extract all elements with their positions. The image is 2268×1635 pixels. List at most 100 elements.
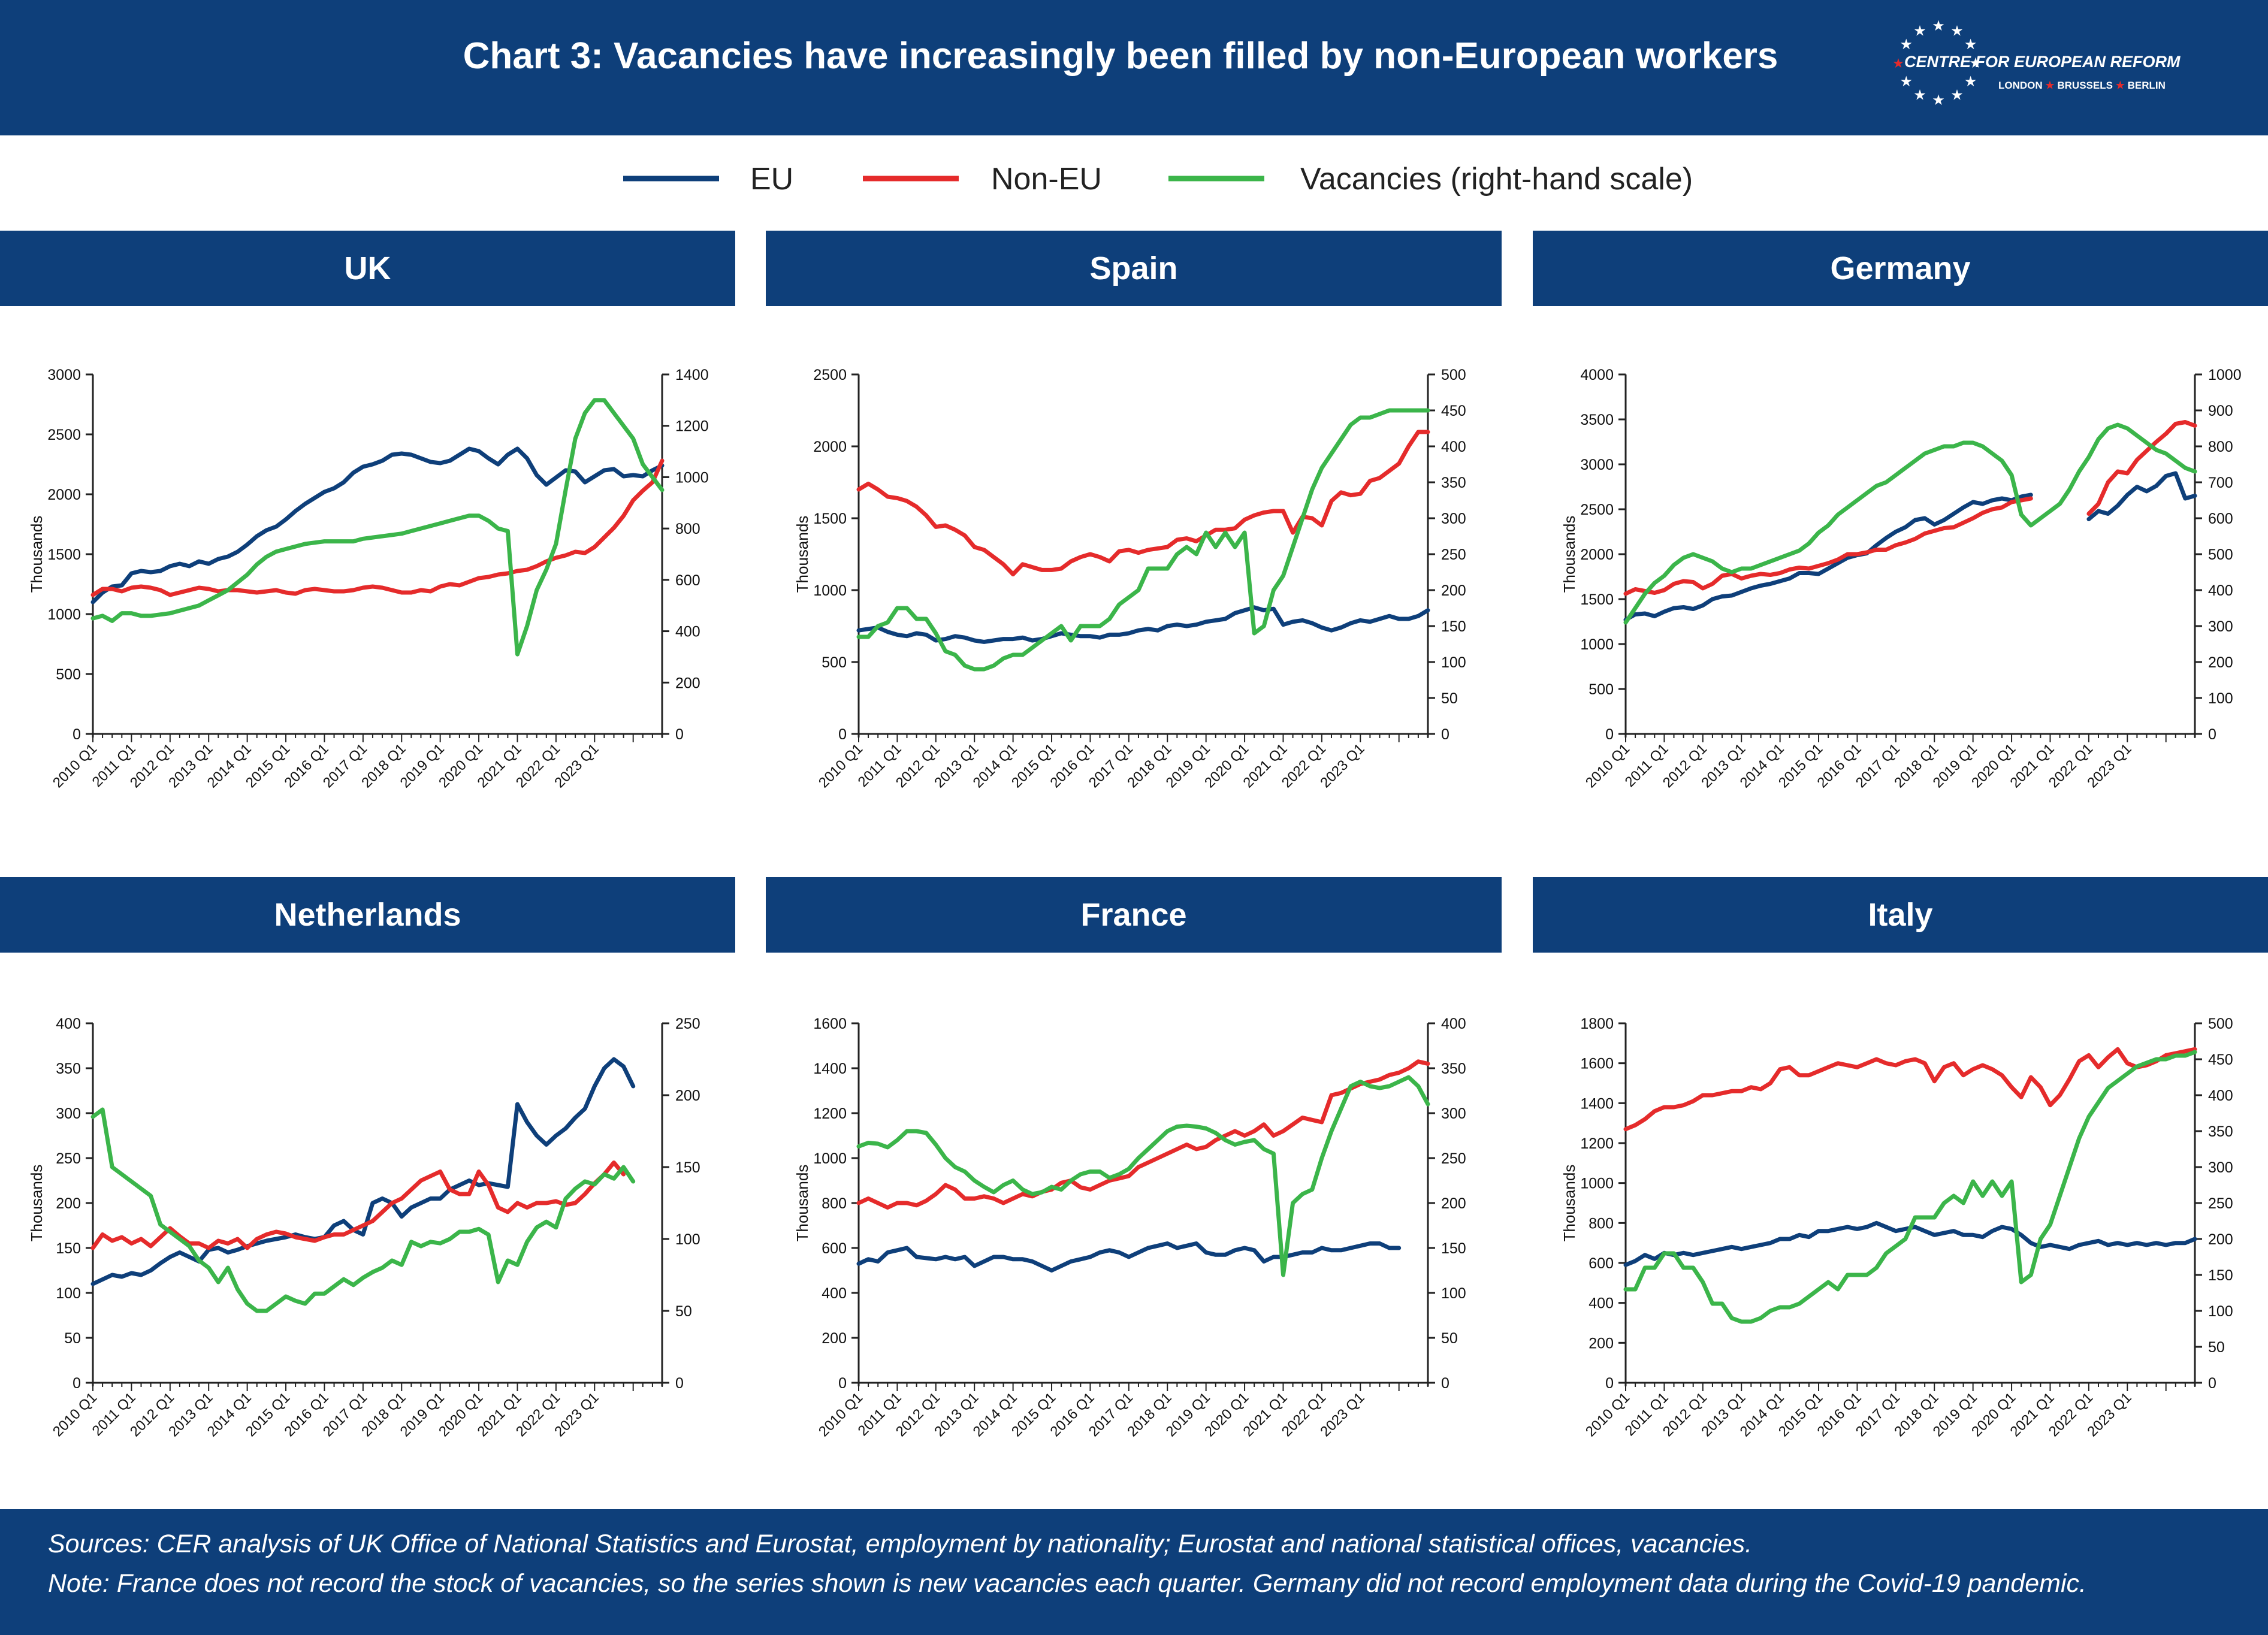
- y-tick-label: 1000: [813, 582, 847, 599]
- logo-star: ★: [1932, 18, 1945, 34]
- y-axis-title: Thousands: [1560, 516, 1578, 593]
- y2-tick-label: 200: [1441, 1195, 1466, 1212]
- y-tick-label: 3500: [1580, 412, 1614, 428]
- legend-item-eu: EU: [623, 162, 793, 197]
- y2-tick-label: 900: [2208, 403, 2233, 419]
- y2-tick-label: 50: [1441, 1330, 1458, 1347]
- panel-title-france: France: [766, 877, 1502, 953]
- series-line-non-eu: [856, 430, 1430, 577]
- logo-star: ★: [1950, 87, 1964, 104]
- y2-tick-label: 500: [1441, 367, 1466, 383]
- y-tick-label: 400: [1588, 1295, 1614, 1312]
- series-line-non-eu: [90, 458, 665, 597]
- x-tick-label: 2010 Q1: [50, 1389, 100, 1440]
- y-tick-label: 2000: [1580, 546, 1614, 563]
- y-tick-label: 2500: [1580, 501, 1614, 518]
- y-tick-label: 1000: [1580, 1175, 1614, 1192]
- footer-sources: Sources: CER analysis of UK Office of Na…: [48, 1530, 1753, 1558]
- y-tick-label: 100: [56, 1285, 81, 1302]
- series-line-vacancies: [1623, 422, 2197, 625]
- legend-label-vacancies: Vacancies (right-hand scale): [1300, 162, 1693, 197]
- footer-bar: Sources: CER analysis of UK Office of Na…: [0, 1509, 2268, 1635]
- y-tick-label: 400: [822, 1285, 847, 1302]
- logo-city-london: LONDON: [1998, 80, 2043, 91]
- y-tick-label: 0: [838, 1375, 847, 1392]
- logo-star: ★: [1932, 92, 1945, 108]
- y2-tick-label: 800: [2208, 439, 2233, 455]
- y-tick-label: 1200: [1580, 1135, 1614, 1152]
- series-line-vacancies: [90, 1107, 636, 1313]
- y-tick-label: 0: [73, 1375, 81, 1392]
- series-line-eu: [90, 1057, 636, 1286]
- logo-star: ★: [1913, 87, 1926, 104]
- y2-tick-label: 0: [2208, 1375, 2216, 1392]
- legend-item-vacancies: Vacancies (right-hand scale): [1168, 162, 1693, 197]
- y2-tick-label: 50: [2208, 1339, 2225, 1356]
- y-tick-label: 350: [56, 1060, 81, 1077]
- y-tick-label: 500: [1588, 681, 1614, 698]
- logo-star: ★: [1950, 23, 1964, 39]
- logo-star: ★: [1913, 23, 1926, 39]
- series-line-eu: [856, 605, 1430, 644]
- series-line-vacancies: [856, 408, 1430, 672]
- x-tick-label: 2010 Q1: [1583, 1389, 1633, 1440]
- y2-tick-label: 0: [1441, 1375, 1449, 1392]
- series-line-vacancies: [1623, 1050, 2197, 1324]
- y-tick-label: 200: [822, 1330, 847, 1347]
- y2-tick-label: 200: [675, 675, 700, 691]
- y2-tick-label: 450: [2208, 1051, 2233, 1068]
- y2-tick-label: 150: [1441, 618, 1466, 635]
- series-line-vacancies: [856, 1075, 1430, 1277]
- y-tick-label: 2500: [813, 367, 847, 383]
- y2-tick-label: 1000: [675, 469, 709, 486]
- svg-text:LONDON ★ BRUSSEL: LONDON ★ BRUSSELS ★ BERLIN: [1998, 80, 2166, 91]
- chart-netherlands: 0 50 100 150 200 250 300 350 400 0 50 100 150 200 250 T…: [28, 1016, 700, 1440]
- y-tick-label: 0: [1605, 1375, 1614, 1392]
- chart-title: Chart 3: Vacancies have increasingly bee…: [463, 35, 1778, 77]
- y2-tick-label: 50: [1441, 690, 1458, 707]
- y2-tick-label: 250: [1441, 1150, 1466, 1167]
- y-tick-label: 0: [1605, 726, 1614, 743]
- y2-tick-label: 300: [1441, 1105, 1466, 1122]
- legend-item-non-eu: Non-EU: [863, 162, 1102, 197]
- y-tick-label: 1400: [813, 1060, 847, 1077]
- y-tick-label: 200: [1588, 1335, 1614, 1352]
- y2-tick-label: 1200: [675, 418, 709, 435]
- y2-tick-label: 0: [2208, 726, 2216, 743]
- panel-title-spain: Spain: [766, 231, 1502, 306]
- y2-tick-label: 250: [2208, 1195, 2233, 1212]
- logo-star: ★: [1900, 74, 1913, 90]
- y2-tick-label: 350: [1441, 1060, 1466, 1077]
- legend-label-eu: EU: [750, 162, 793, 197]
- series-line-vacancies: [90, 398, 665, 657]
- y2-tick-label: 150: [1441, 1240, 1466, 1257]
- y2-tick-label: 300: [1441, 510, 1466, 527]
- y-tick-label: 1600: [813, 1016, 847, 1032]
- y2-tick-label: 250: [1441, 546, 1466, 563]
- y2-tick-label: 0: [675, 1375, 684, 1392]
- y-tick-label: 1000: [813, 1150, 847, 1167]
- y-axis-title: Thousands: [28, 1165, 46, 1242]
- header-bar: Chart 3: Vacancies have increasingly bee…: [0, 0, 2268, 135]
- y2-tick-label: 0: [675, 726, 684, 743]
- y2-tick-label: 150: [2208, 1267, 2233, 1284]
- x-tick-label: 2010 Q1: [816, 1389, 866, 1440]
- x-tick-label: 2010 Q1: [816, 741, 866, 791]
- y2-tick-label: 150: [675, 1159, 700, 1176]
- y-tick-label: 500: [822, 654, 847, 671]
- y-axis-title: Thousands: [28, 516, 46, 593]
- y-tick-label: 250: [56, 1150, 81, 1167]
- y2-tick-label: 600: [2208, 510, 2233, 527]
- logo-city-brussels: BRUSSELS: [2057, 80, 2113, 91]
- x-tick-label: 2010 Q1: [1583, 741, 1633, 791]
- chart-spain: 0 500 1000 1500 2000 2500 0 50 100 150 200 250 300 35…: [793, 367, 1466, 791]
- series-line-eu: [856, 1241, 1402, 1273]
- y-tick-label: 200: [56, 1195, 81, 1212]
- panel-title-italy: Italy: [1533, 877, 2268, 953]
- y-tick-label: 2000: [813, 439, 847, 455]
- y-tick-label: 2500: [47, 427, 81, 443]
- series-line-eu: [1623, 471, 2197, 622]
- y-axis-title: Thousands: [793, 516, 811, 593]
- y2-tick-label: 800: [675, 521, 700, 537]
- chart-italy: 0 200 400 600 800 1000 1200 1400 1600 1800 0 50 100 1…: [1560, 1016, 2233, 1440]
